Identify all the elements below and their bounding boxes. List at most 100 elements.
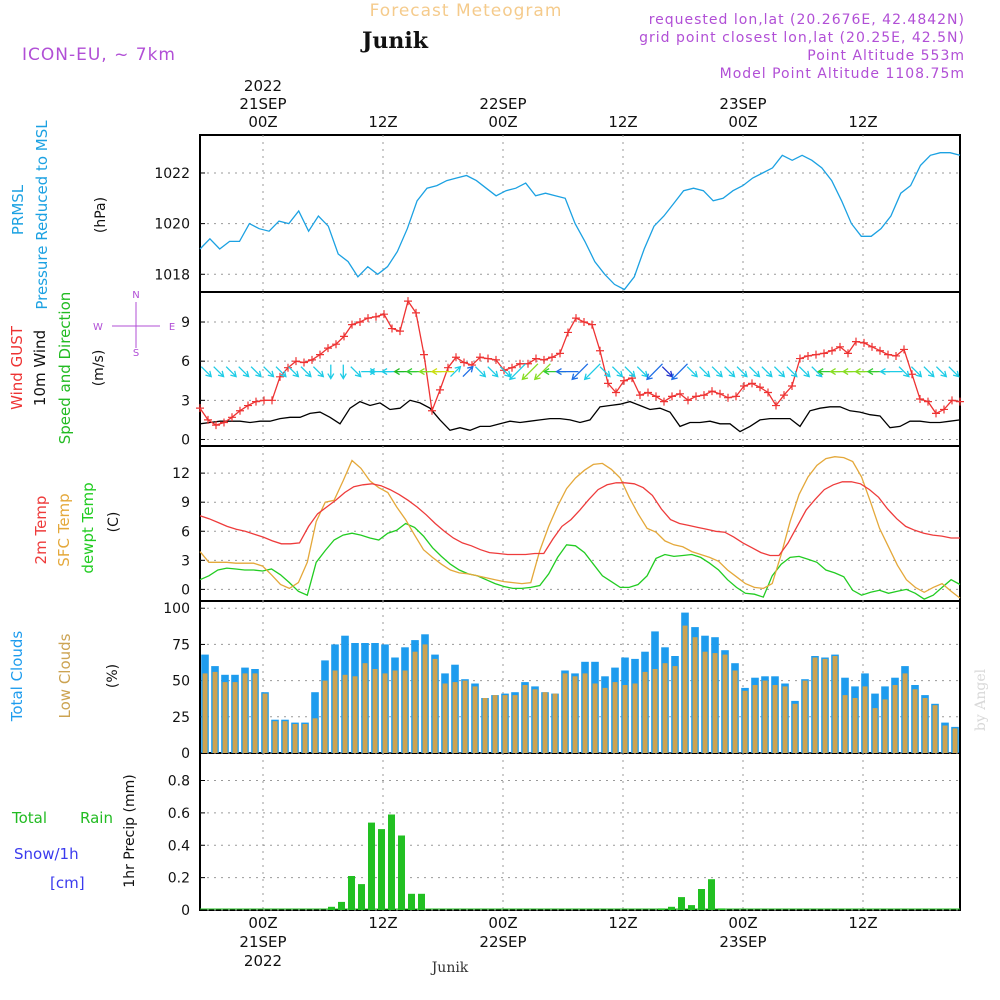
wind-legend-dir: Speed and Direction — [56, 292, 74, 445]
top-time-label: 00Z — [248, 113, 277, 131]
ytick-label: 0 — [181, 746, 190, 762]
gust-point — [516, 359, 524, 368]
gust-point — [444, 363, 452, 372]
ytick-label: 1022 — [154, 166, 190, 182]
ytick-label: 0 — [181, 582, 190, 598]
gust-point — [220, 418, 228, 427]
gust-point — [708, 387, 716, 396]
low-cloud-bar — [372, 669, 378, 753]
gridlines — [200, 135, 960, 911]
rain-bar — [668, 906, 675, 910]
gust-point — [228, 413, 236, 422]
wind-direction-arrow — [948, 366, 960, 378]
top-time-label: 00Z — [488, 113, 517, 131]
wind-direction-arrow — [636, 366, 649, 378]
gust-point — [292, 357, 300, 366]
wind-direction-arrow — [555, 368, 579, 376]
compass-north: N — [132, 290, 139, 301]
low-cloud-bar — [342, 674, 348, 753]
low-cloud-bar — [562, 673, 568, 753]
low-cloud-bar — [652, 669, 658, 753]
cloud-legend: Total Clouds Low Clouds (%) — [8, 631, 121, 723]
ytick-label: 6 — [181, 524, 190, 540]
low-cloud-bar — [582, 673, 588, 753]
wind-direction-arrow — [879, 368, 903, 376]
pressure-legend: PRMSL Pressure Reduced to MSL (hPa) — [9, 120, 109, 310]
gust-point — [540, 355, 548, 364]
low-cloud-bar — [502, 695, 508, 753]
low-cloud-bar — [902, 673, 908, 753]
top-time-label: 22SEP — [479, 95, 526, 113]
precip-legend-total: Total — [11, 809, 47, 827]
low-cloud-bar — [682, 625, 688, 753]
rain-bar — [338, 901, 345, 910]
wind-direction-arrow — [686, 366, 698, 378]
low-cloud-bar — [282, 721, 288, 753]
wind-direction-arrow — [611, 366, 624, 378]
low-cloud-bar — [622, 685, 628, 753]
low-cloud-bar — [752, 685, 758, 753]
low-cloud-bar — [852, 698, 858, 753]
info-line-2: grid point closest lon,lat (20.25E, 42.5… — [639, 30, 965, 46]
low-cloud-bar — [242, 673, 248, 753]
wind-direction-arrow — [275, 366, 287, 378]
gust-point — [532, 354, 540, 363]
gust-point — [412, 308, 420, 317]
wind-direction-arrow — [300, 366, 312, 378]
ytick-label: 3 — [181, 553, 190, 569]
low-cloud-bar — [882, 699, 888, 753]
low-cloud-bar — [822, 658, 828, 753]
low-cloud-bar — [602, 687, 608, 753]
gust-point — [916, 395, 924, 404]
gust-point — [684, 396, 692, 405]
gust-point — [588, 320, 596, 329]
wind-compass: N W E S — [93, 290, 175, 359]
gust-point — [308, 355, 316, 364]
low-cloud-bar — [352, 676, 358, 753]
low-cloud-bar — [892, 685, 898, 753]
low-cloud-bar — [362, 663, 368, 753]
low-cloud-bar — [402, 670, 408, 753]
gust-point — [492, 355, 500, 364]
panel-frame-2 — [199, 445, 961, 602]
top-time-label: 21SEP — [239, 95, 286, 113]
low-cloud-bar — [612, 682, 618, 753]
gust-point — [556, 349, 564, 358]
low-cloud-bar — [712, 653, 718, 753]
low-cloud-bar — [702, 651, 708, 753]
pressure-legend-long: Pressure Reduced to MSL — [33, 120, 51, 310]
pressure-line — [199, 152, 961, 291]
low-cloud-bar — [942, 725, 948, 753]
gust-point — [660, 397, 668, 406]
gust-point — [948, 396, 956, 405]
wind-direction-arrow — [761, 366, 773, 378]
temp-legend-dew: dewpt Temp — [79, 482, 97, 573]
y-tick-labels: 1018 1020 1022 0 3 6 9 0 3 6 9 12 0 25 50 75 100 0 0.2 0.4 0… — [154, 166, 190, 919]
cloud-legend-low: Low Clouds — [56, 633, 74, 718]
rain-bar — [348, 876, 355, 910]
ytick-label: 0.4 — [168, 838, 190, 854]
gust-point — [932, 409, 940, 418]
ytick-label: 6 — [181, 354, 190, 370]
rain-bar — [368, 822, 375, 910]
bottom-time-label: 23SEP — [719, 933, 766, 951]
low-cloud-bar — [322, 680, 328, 753]
ytick-label: 1018 — [154, 267, 190, 283]
wind-direction-arrow — [923, 366, 935, 378]
low-cloud-bar — [572, 676, 578, 753]
wind-legend-10m: 10m Wind — [31, 330, 49, 406]
gust-point — [604, 379, 612, 388]
watermark: by Angel — [973, 668, 989, 731]
compass-south: S — [133, 348, 139, 359]
chart-marks — [196, 152, 964, 910]
rain-bar — [688, 905, 695, 910]
gust-point — [724, 393, 732, 402]
precip-ylabel: 1hr Precip (mm) — [122, 774, 138, 887]
gust-point — [484, 354, 492, 363]
footer-location: Junik — [430, 960, 469, 976]
wind-direction-arrow — [509, 363, 526, 381]
gust-point — [508, 363, 516, 372]
wind-direction-arrow — [773, 366, 786, 378]
gust-point — [940, 405, 948, 414]
low-cloud-bar — [492, 695, 498, 753]
